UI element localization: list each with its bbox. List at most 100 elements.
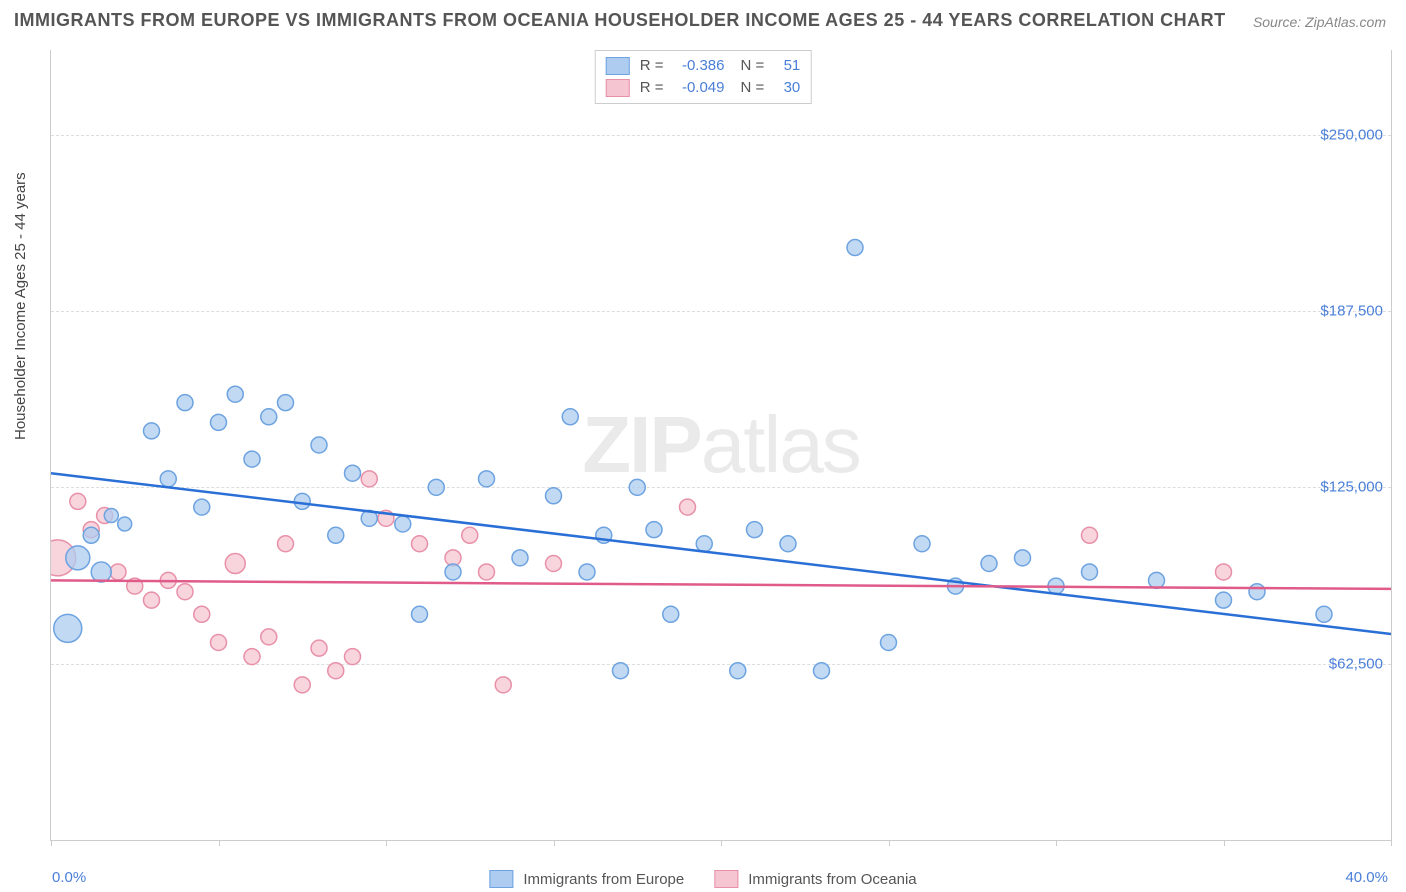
data-point-europe (663, 606, 679, 622)
x-tick-mark (721, 840, 722, 846)
data-point-europe (780, 536, 796, 552)
data-point-europe (646, 522, 662, 538)
data-point-europe (160, 471, 176, 487)
n-label: N = (741, 55, 765, 77)
data-point-europe (328, 527, 344, 543)
legend-corr-row-oceania: R = -0.049 N =30 (606, 77, 801, 99)
data-point-oceania (1216, 564, 1232, 580)
data-point-europe (144, 423, 160, 439)
x-tick-mark (889, 840, 890, 846)
x-tick-mark (1224, 840, 1225, 846)
data-point-europe (1149, 572, 1165, 588)
x-axis-max-label: 40.0% (1345, 869, 1388, 886)
data-point-europe (1015, 550, 1031, 566)
legend-series-label: Immigrants from Oceania (748, 871, 916, 888)
data-point-europe (629, 479, 645, 495)
data-point-europe (847, 240, 863, 256)
data-point-europe (1216, 592, 1232, 608)
legend-series-item: Immigrants from Europe (489, 870, 684, 888)
r-label: R = (640, 77, 664, 99)
data-point-oceania (412, 536, 428, 552)
n-value: 30 (770, 77, 800, 99)
data-point-europe (412, 606, 428, 622)
regression-line-europe (51, 473, 1391, 634)
data-point-europe (311, 437, 327, 453)
data-point-europe (83, 527, 99, 543)
data-point-oceania (194, 606, 210, 622)
y-axis-label: Householder Income Ages 25 - 44 years (12, 172, 29, 440)
r-value: -0.049 (670, 77, 725, 99)
data-point-europe (1249, 584, 1265, 600)
data-point-oceania (225, 554, 245, 574)
legend-swatch (714, 870, 738, 888)
data-point-europe (730, 663, 746, 679)
data-point-europe (981, 556, 997, 572)
data-point-europe (177, 395, 193, 411)
data-point-oceania (680, 499, 696, 515)
chart-plot-area: ZIPatlas $62,500$125,000$187,500$250,000 (50, 50, 1392, 841)
x-tick-mark (1391, 840, 1392, 846)
n-value: 51 (770, 55, 800, 77)
data-point-europe (1316, 606, 1332, 622)
data-point-oceania (177, 584, 193, 600)
data-point-europe (261, 409, 277, 425)
data-point-europe (914, 536, 930, 552)
legend-corr-row-europe: R = -0.386 N =51 (606, 55, 801, 77)
data-point-oceania (546, 556, 562, 572)
scatter-svg (51, 50, 1391, 840)
data-point-oceania (311, 640, 327, 656)
data-point-europe (479, 471, 495, 487)
data-point-europe (211, 414, 227, 430)
chart-title: IMMIGRANTS FROM EUROPE VS IMMIGRANTS FRO… (14, 10, 1226, 31)
data-point-europe (562, 409, 578, 425)
data-point-europe (118, 517, 132, 531)
data-point-oceania (244, 649, 260, 665)
r-label: R = (640, 55, 664, 77)
x-tick-mark (219, 840, 220, 846)
data-point-oceania (1082, 527, 1098, 543)
legend-series-item: Immigrants from Oceania (714, 870, 916, 888)
x-tick-mark (51, 840, 52, 846)
data-point-europe (696, 536, 712, 552)
source-label: Source: ZipAtlas.com (1253, 14, 1386, 30)
legend-swatch (606, 79, 630, 97)
data-point-oceania (462, 527, 478, 543)
data-point-oceania (211, 635, 227, 651)
data-point-europe (613, 663, 629, 679)
legend-series: Immigrants from Europe Immigrants from Oc… (489, 870, 916, 888)
x-axis-min-label: 0.0% (52, 869, 86, 886)
data-point-europe (278, 395, 294, 411)
data-point-europe (747, 522, 763, 538)
data-point-europe (445, 564, 461, 580)
x-tick-mark (554, 840, 555, 846)
legend-swatch (606, 57, 630, 75)
n-label: N = (741, 77, 765, 99)
data-point-europe (244, 451, 260, 467)
data-point-europe (91, 562, 111, 582)
legend-series-label: Immigrants from Europe (523, 871, 684, 888)
data-point-europe (512, 550, 528, 566)
data-point-europe (1082, 564, 1098, 580)
data-point-oceania (278, 536, 294, 552)
data-point-europe (227, 386, 243, 402)
data-point-europe (814, 663, 830, 679)
data-point-oceania (110, 564, 126, 580)
data-point-oceania (479, 564, 495, 580)
data-point-europe (66, 546, 90, 570)
data-point-europe (294, 493, 310, 509)
x-tick-mark (386, 840, 387, 846)
data-point-europe (345, 465, 361, 481)
r-value: -0.386 (670, 55, 725, 77)
data-point-europe (546, 488, 562, 504)
data-point-oceania (328, 663, 344, 679)
data-point-oceania (144, 592, 160, 608)
data-point-oceania (361, 471, 377, 487)
data-point-oceania (70, 493, 86, 509)
data-point-europe (881, 635, 897, 651)
data-point-europe (104, 509, 118, 523)
data-point-oceania (495, 677, 511, 693)
data-point-oceania (345, 649, 361, 665)
data-point-oceania (261, 629, 277, 645)
legend-correlation-box: R = -0.386 N =51 R = -0.049 N =30 (595, 50, 812, 104)
data-point-europe (395, 516, 411, 532)
